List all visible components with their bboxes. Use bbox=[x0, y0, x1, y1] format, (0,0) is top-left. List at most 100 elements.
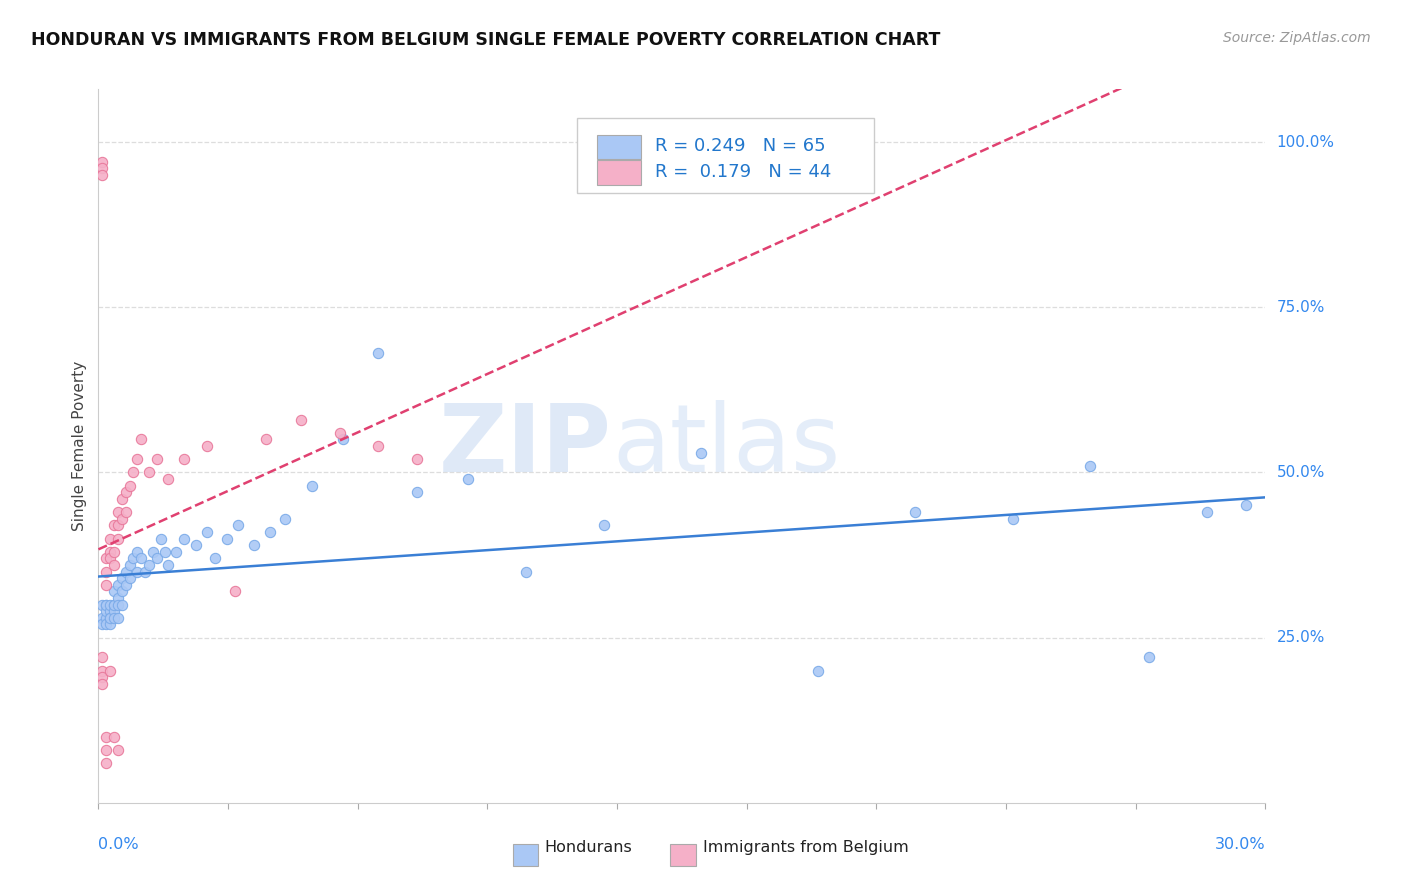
Point bbox=[107, 518, 129, 533]
Point bbox=[103, 518, 125, 533]
Point bbox=[107, 598, 129, 612]
Text: 100.0%: 100.0% bbox=[1277, 135, 1334, 150]
Point bbox=[107, 578, 129, 592]
Point bbox=[98, 604, 121, 618]
Point bbox=[367, 346, 389, 360]
Point bbox=[96, 617, 118, 632]
Point bbox=[114, 565, 136, 579]
Text: atlas: atlas bbox=[612, 400, 841, 492]
Point bbox=[114, 505, 136, 519]
Point bbox=[96, 756, 118, 771]
Point bbox=[259, 524, 281, 539]
Point bbox=[122, 551, 145, 566]
Point bbox=[107, 743, 129, 757]
Point bbox=[165, 545, 187, 559]
Point bbox=[107, 532, 129, 546]
Point bbox=[96, 743, 118, 757]
Point bbox=[103, 545, 125, 559]
Point bbox=[118, 571, 141, 585]
Point bbox=[103, 598, 125, 612]
Text: R =  0.179   N = 44: R = 0.179 N = 44 bbox=[655, 162, 831, 181]
Point bbox=[301, 478, 323, 492]
Point bbox=[96, 604, 118, 618]
Point bbox=[114, 578, 136, 592]
Text: 0.0%: 0.0% bbox=[98, 837, 139, 852]
Text: HONDURAN VS IMMIGRANTS FROM BELGIUM SINGLE FEMALE POVERTY CORRELATION CHART: HONDURAN VS IMMIGRANTS FROM BELGIUM SING… bbox=[31, 31, 941, 49]
Point bbox=[157, 558, 180, 572]
Text: ZIP: ZIP bbox=[439, 400, 612, 492]
Point bbox=[122, 466, 145, 480]
Point bbox=[111, 584, 134, 599]
Text: R = 0.249   N = 65: R = 0.249 N = 65 bbox=[655, 137, 825, 155]
Point bbox=[129, 433, 152, 447]
Point bbox=[1001, 511, 1024, 525]
Point bbox=[224, 584, 246, 599]
Point bbox=[107, 505, 129, 519]
Point bbox=[91, 677, 114, 691]
Point bbox=[103, 611, 125, 625]
Point bbox=[173, 532, 195, 546]
Y-axis label: Single Female Poverty: Single Female Poverty bbox=[72, 361, 87, 531]
Point bbox=[173, 452, 195, 467]
Point bbox=[204, 551, 226, 566]
FancyBboxPatch shape bbox=[671, 844, 696, 865]
Point bbox=[91, 598, 114, 612]
Point bbox=[1234, 499, 1257, 513]
Point bbox=[98, 664, 121, 678]
Point bbox=[243, 538, 266, 552]
Point bbox=[91, 617, 114, 632]
Point bbox=[332, 433, 354, 447]
Point bbox=[367, 439, 389, 453]
Point bbox=[157, 472, 180, 486]
Text: 30.0%: 30.0% bbox=[1215, 837, 1265, 852]
Text: Immigrants from Belgium: Immigrants from Belgium bbox=[703, 839, 908, 855]
Point bbox=[134, 565, 156, 579]
Point bbox=[103, 598, 125, 612]
Point bbox=[593, 518, 616, 533]
FancyBboxPatch shape bbox=[576, 118, 875, 193]
Point bbox=[96, 565, 118, 579]
Point bbox=[96, 551, 118, 566]
Point bbox=[184, 538, 207, 552]
Point bbox=[91, 168, 114, 182]
Point bbox=[111, 511, 134, 525]
Point bbox=[91, 154, 114, 169]
Point bbox=[406, 485, 429, 500]
Point bbox=[118, 478, 141, 492]
Point bbox=[91, 664, 114, 678]
Point bbox=[98, 532, 121, 546]
Point bbox=[1080, 458, 1102, 473]
Point bbox=[107, 591, 129, 605]
Point bbox=[98, 611, 121, 625]
Point bbox=[127, 545, 149, 559]
Point bbox=[91, 670, 114, 684]
Point bbox=[138, 466, 160, 480]
Text: Hondurans: Hondurans bbox=[544, 839, 631, 855]
Text: 25.0%: 25.0% bbox=[1277, 630, 1324, 645]
Point bbox=[807, 664, 830, 678]
Point bbox=[91, 161, 114, 176]
Point bbox=[195, 524, 218, 539]
Point bbox=[153, 545, 176, 559]
Point bbox=[118, 558, 141, 572]
Point bbox=[96, 598, 118, 612]
Point bbox=[254, 433, 277, 447]
Point bbox=[98, 545, 121, 559]
Text: 50.0%: 50.0% bbox=[1277, 465, 1324, 480]
Point bbox=[329, 425, 352, 440]
Point bbox=[215, 532, 238, 546]
FancyBboxPatch shape bbox=[596, 161, 641, 186]
Point bbox=[515, 565, 537, 579]
Point bbox=[146, 551, 169, 566]
Point bbox=[406, 452, 429, 467]
Point bbox=[103, 604, 125, 618]
Point bbox=[129, 551, 152, 566]
Point bbox=[138, 558, 160, 572]
Point bbox=[91, 650, 114, 665]
FancyBboxPatch shape bbox=[513, 844, 538, 865]
Point bbox=[114, 485, 136, 500]
Point bbox=[690, 445, 713, 459]
Point bbox=[457, 472, 479, 486]
Point bbox=[91, 611, 114, 625]
Point bbox=[98, 598, 121, 612]
